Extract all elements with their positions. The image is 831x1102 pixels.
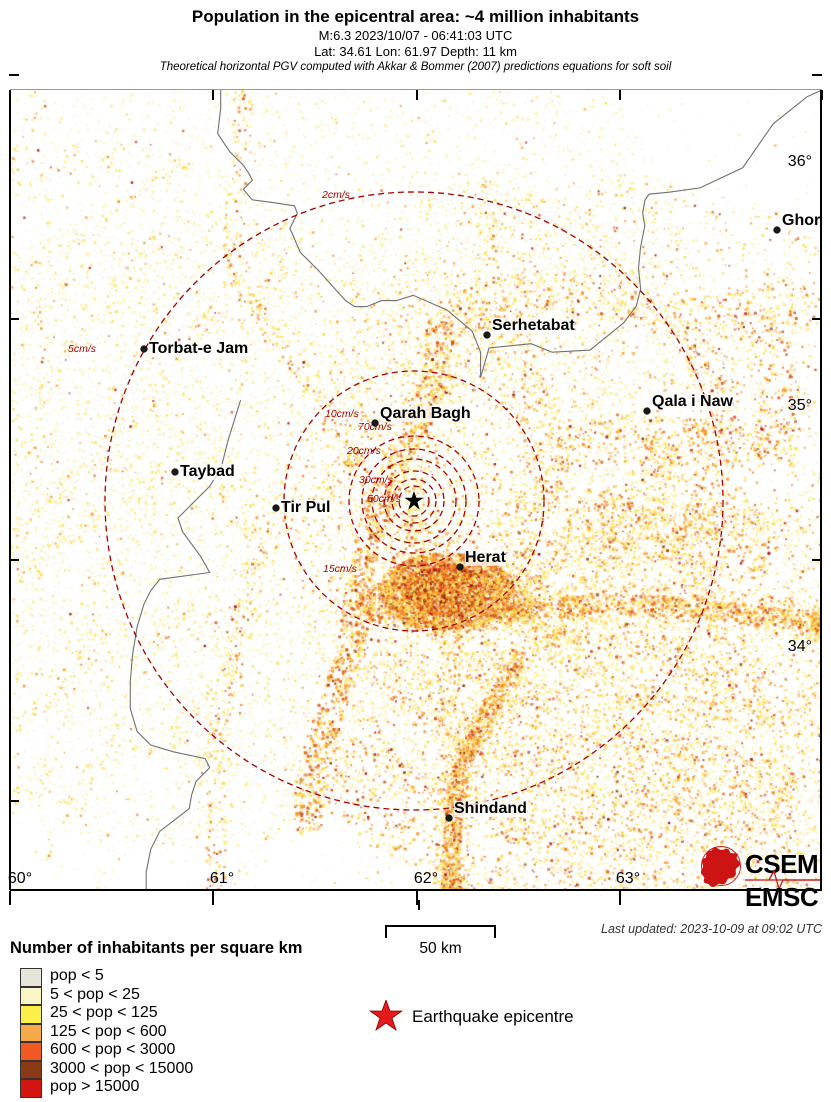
svg-text:15cm/s: 15cm/s [323,563,358,575]
svg-text:20cm/s: 20cm/s [346,445,382,457]
svg-text:30cm/s: 30cm/s [359,474,394,486]
svg-text:50cm/s: 50cm/s [367,493,402,505]
svg-text:10cm/s: 10cm/s [325,408,360,420]
svg-text:CSEM: CSEM [745,849,818,879]
svg-text:EMSC: EMSC [745,882,819,912]
svg-text:2cm/s: 2cm/s [321,189,351,201]
svg-text:5cm/s: 5cm/s [68,343,97,355]
